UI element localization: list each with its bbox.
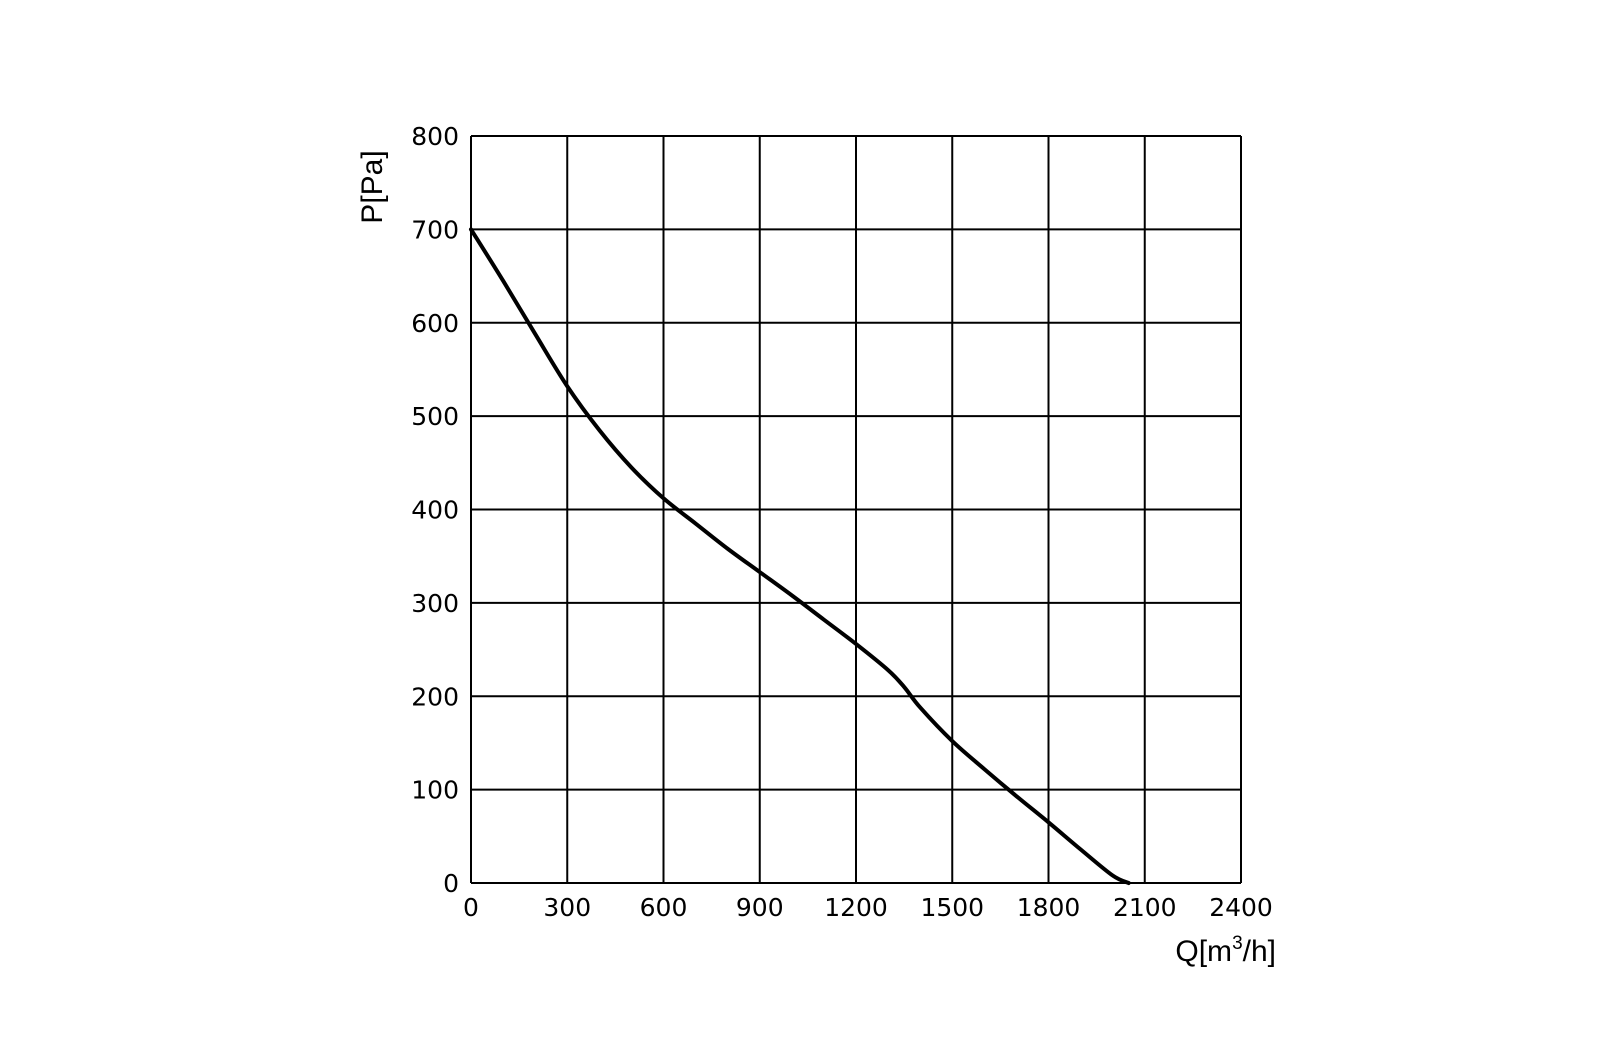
x-tick-label: 900 xyxy=(736,893,784,922)
series-line xyxy=(469,227,1131,885)
y-tick-label: 100 xyxy=(411,776,459,805)
y-tick-label: 200 xyxy=(411,682,459,711)
x-tick-label: 600 xyxy=(640,893,688,922)
y-tick-label: 500 xyxy=(411,402,459,431)
y-tick-label: 400 xyxy=(411,496,459,525)
y-tick-label: 0 xyxy=(443,869,459,898)
x-tick-label: 2100 xyxy=(1113,893,1177,922)
y-tick-label: 800 xyxy=(411,122,459,151)
series-group xyxy=(469,227,1131,885)
x-tick-label: 1800 xyxy=(1017,893,1081,922)
grid xyxy=(470,135,1242,884)
y-tick-label: 700 xyxy=(411,215,459,244)
x-axis-title-prefix: Q[m xyxy=(1175,935,1232,968)
y-axis-tick-labels: 0 100 200 300 400 500 600 700 800 xyxy=(411,122,459,898)
x-tick-label: 300 xyxy=(543,893,591,922)
x-axis-tick-labels: 0 300 600 900 1200 1500 1800 2100 2400 xyxy=(463,893,1273,922)
y-tick-label: 300 xyxy=(411,589,459,618)
x-tick-label: 1200 xyxy=(824,893,888,922)
x-axis-title-suffix: /h] xyxy=(1243,935,1276,968)
y-tick-label: 600 xyxy=(411,309,459,338)
x-tick-label: 1500 xyxy=(920,893,984,922)
x-axis-title-superscript: 3 xyxy=(1232,933,1243,954)
y-axis-title: P[Pa] xyxy=(356,150,389,223)
x-tick-label: 0 xyxy=(463,893,479,922)
x-axis-title: Q[m3/h] xyxy=(1175,933,1276,968)
x-tick-label: 2400 xyxy=(1209,893,1273,922)
